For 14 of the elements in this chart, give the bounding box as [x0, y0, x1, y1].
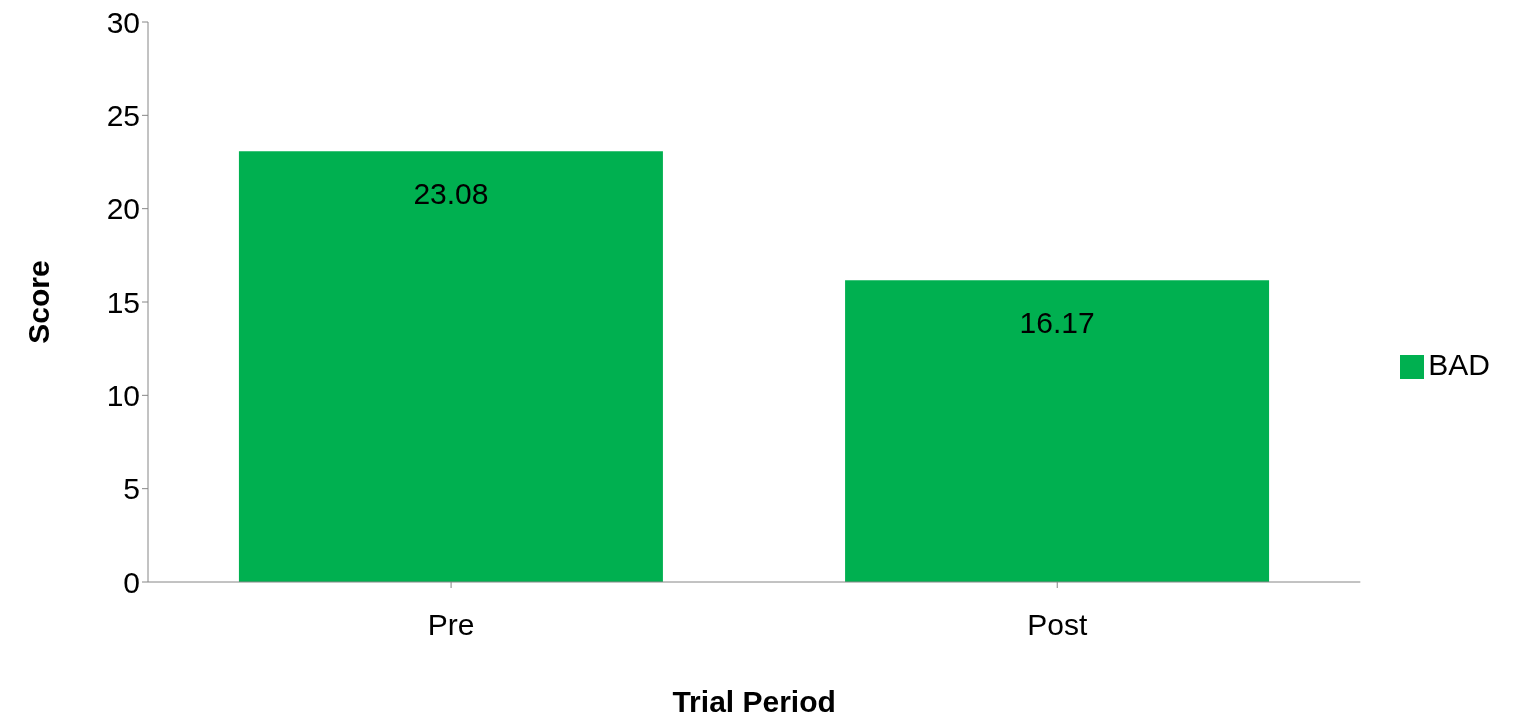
y-tick-label: 25: [106, 98, 140, 132]
y-tick-label: 5: [123, 472, 140, 506]
y-axis-title: Score: [21, 260, 55, 344]
y-tick-label: 20: [106, 192, 140, 226]
data-label: 16.17: [1019, 306, 1095, 340]
x-axis-title: Trial Period: [672, 685, 836, 718]
x-tick-label: Pre: [427, 608, 475, 642]
data-label: 23.08: [413, 177, 489, 211]
x-tick-label: Post: [1027, 608, 1088, 642]
y-tick-label: 30: [106, 5, 140, 39]
y-tick-label: 15: [106, 285, 140, 319]
legend-label: BAD: [1428, 348, 1490, 381]
y-tick-label: 10: [106, 378, 140, 412]
y-tick-label: 0: [123, 565, 140, 599]
